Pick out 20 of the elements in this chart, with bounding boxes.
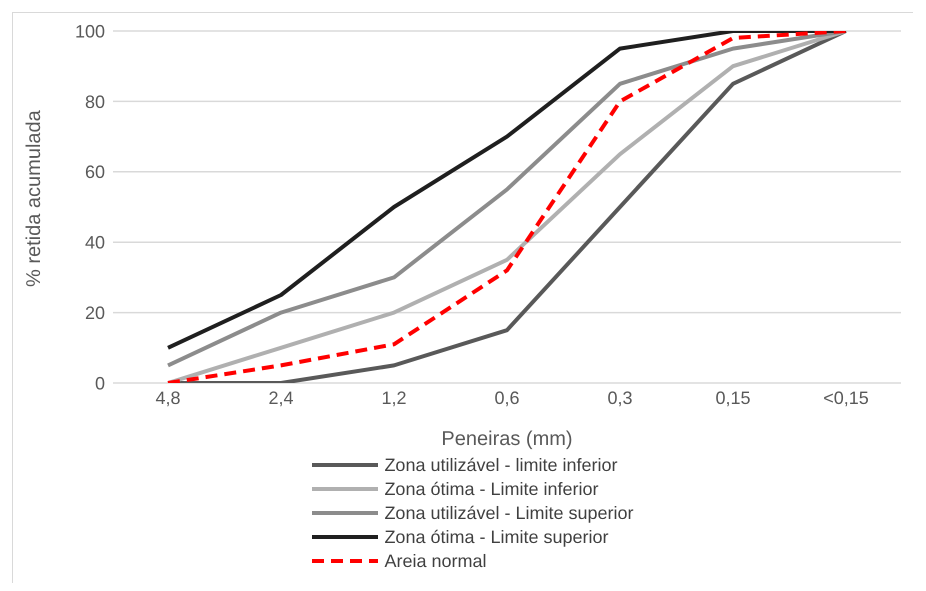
x-tick-label: <0,15 — [823, 388, 869, 408]
x-tick-label: 2,4 — [268, 388, 294, 408]
y-tick-label: 0 — [94, 373, 105, 394]
y-tick-label: 40 — [84, 232, 105, 253]
legend-label: Zona ótima - Limite superior — [384, 526, 609, 548]
x-tick-label: 4,8 — [155, 388, 181, 408]
x-tick-label: 0,15 — [715, 388, 751, 408]
y-tick-label: 100 — [74, 21, 105, 42]
x-tick-label: 1,2 — [381, 388, 407, 408]
y-tick-label: 60 — [84, 162, 105, 182]
legend-label: Zona ótima - Limite inferior — [384, 478, 599, 500]
x-tick-label: 0,3 — [607, 388, 633, 408]
x-axis-title: Peneiras (mm) — [441, 428, 573, 450]
y-tick-label: 80 — [84, 92, 105, 112]
legend-label: Zona utilizável - Limite superior — [384, 502, 634, 524]
legend-label: Areia normal — [384, 550, 486, 572]
y-tick-label: 20 — [84, 302, 105, 323]
x-tick-label: 0,6 — [494, 388, 520, 408]
y-axis-title: % retida acumulada — [23, 109, 46, 287]
legend-label: Zona utilizável - limite inferior — [384, 454, 618, 476]
